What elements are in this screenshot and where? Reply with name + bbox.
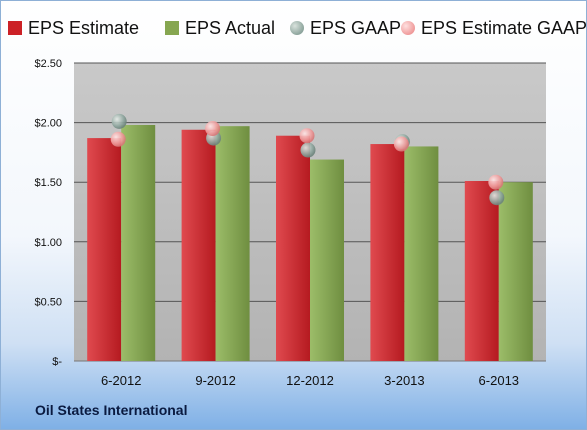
x-tick-label: 6-2012: [101, 373, 141, 388]
bar-eps-estimate-9-2012: [181, 129, 216, 361]
bar-eps-actual-6-2012: [121, 124, 156, 361]
legend-label-eps-actual: EPS Actual: [185, 17, 276, 38]
y-tick-label: $1.00: [34, 237, 62, 249]
y-tick-label: $0.50: [34, 296, 62, 308]
legend-item-eps-gaap: EPS GAAP: [290, 15, 401, 41]
x-tick-label: 3-2013: [384, 373, 424, 388]
legend-label-eps-estimate: EPS Estimate: [28, 17, 140, 38]
legend-label-eps-gaap: EPS GAAP: [310, 17, 402, 38]
bar-eps-estimate-6-2012: [87, 138, 122, 361]
legend-label-eps-estimate-gaap: EPS Estimate GAAP: [421, 17, 587, 38]
point-eps-gaap-6-2012: [111, 113, 127, 129]
bar-eps-actual-6-2013: [498, 182, 533, 361]
x-tick-label: 12-2012: [286, 373, 334, 388]
point-eps-gaap-12-2012: [300, 142, 316, 158]
legend-swatch-eps-estimate: [8, 21, 22, 35]
bar-eps-actual-3-2013: [404, 146, 439, 361]
legend-item-eps-estimate: EPS Estimate: [8, 15, 139, 41]
bar-eps-actual-9-2012: [215, 126, 250, 362]
point-eps-estimate-gaap-6-2013: [488, 174, 504, 190]
y-tick-label: $1.50: [34, 177, 62, 189]
point-eps-estimate-gaap-9-2012: [205, 121, 221, 137]
y-tick-label: $-: [52, 356, 62, 368]
point-eps-estimate-gaap-6-2012: [110, 131, 126, 147]
legend-swatch-eps-actual: [165, 21, 179, 35]
company-name: Oil States International: [35, 402, 188, 418]
bar-eps-estimate-6-2013: [464, 181, 499, 361]
point-eps-estimate-gaap-12-2012: [299, 128, 315, 144]
legend-marker-eps-gaap: [290, 21, 304, 35]
legend: EPS Estimate EPS Actual EPS GAAP EPS Est…: [1, 15, 587, 41]
legend-item-eps-estimate-gaap: EPS Estimate GAAP: [401, 15, 587, 41]
legend-marker-eps-estimate-gaap: [401, 21, 415, 35]
x-tick-label: 9-2012: [195, 373, 235, 388]
bar-eps-actual-12-2012: [310, 159, 344, 361]
y-tick-label: $2.00: [34, 118, 62, 130]
y-tick-label: $2.50: [34, 58, 62, 70]
x-tick-label: 6-2013: [479, 373, 519, 388]
legend-item-eps-actual: EPS Actual: [165, 15, 275, 41]
bar-eps-estimate-3-2013: [370, 144, 405, 361]
point-eps-estimate-gaap-3-2013: [393, 136, 409, 152]
point-eps-gaap-6-2013: [489, 190, 505, 206]
bar-eps-estimate-12-2012: [276, 135, 310, 361]
